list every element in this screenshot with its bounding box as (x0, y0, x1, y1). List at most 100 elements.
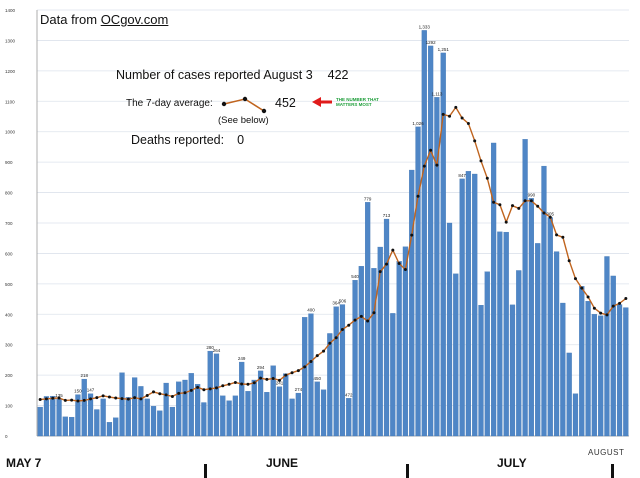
bar (472, 173, 478, 437)
bar (207, 350, 213, 437)
bar-value-label: 147 (87, 388, 95, 393)
y-tick-label: 100 (5, 404, 13, 409)
deaths-value: 0 (237, 133, 245, 147)
bar-value-label: 540 (351, 274, 359, 279)
bar (69, 416, 75, 437)
bar (616, 304, 623, 437)
avg-point (189, 388, 193, 392)
bar-value-label: 294 (257, 365, 265, 370)
bar (553, 251, 560, 437)
note-line-1: THE NUMBER THAT (336, 97, 379, 102)
bar (497, 231, 503, 437)
month-label-june: JUNE (266, 456, 299, 470)
avg-point (618, 301, 622, 305)
month-label-august: AUGUST (588, 448, 625, 457)
bar (106, 422, 113, 437)
bar (56, 399, 62, 437)
avg-point (529, 199, 533, 203)
y-tick-label: 200 (5, 373, 13, 378)
avg-point (510, 204, 514, 208)
avg-point (202, 388, 206, 392)
avg-point (101, 394, 105, 398)
bar (37, 406, 43, 437)
avg-point (44, 397, 48, 401)
bar (339, 304, 346, 437)
bar (610, 275, 616, 437)
y-tick-label: 300 (5, 343, 13, 348)
avg-point (221, 384, 225, 388)
bar-value-label: 135 (55, 393, 63, 398)
cases-value: 422 (327, 68, 349, 82)
bar (43, 396, 50, 437)
y-tick-label: 1300 (5, 38, 16, 43)
bar (119, 372, 125, 437)
bar (465, 171, 472, 437)
month-divider-august (611, 464, 614, 478)
bar-value-label: 249 (238, 356, 246, 361)
avg-point (126, 397, 130, 401)
bar-value-label: 506 (339, 299, 347, 304)
avg-point (403, 268, 407, 272)
avg-point (227, 382, 231, 386)
avg-point (492, 200, 496, 204)
avg-point (95, 396, 99, 400)
avg-point (170, 394, 174, 398)
bar (257, 370, 264, 437)
bar (390, 313, 396, 437)
bar (352, 280, 358, 437)
avg-point (410, 233, 414, 237)
avg-point (114, 396, 118, 400)
avg-point (296, 369, 300, 373)
avg-point (145, 394, 149, 398)
bar (125, 397, 131, 437)
bar-value-label: 218 (80, 373, 88, 378)
avg-point (555, 233, 559, 237)
bar (245, 391, 251, 437)
source-prefix: Data from (40, 12, 101, 27)
bar (428, 45, 434, 437)
avg-point (208, 387, 212, 391)
annotations (221, 96, 332, 114)
avg-point (82, 398, 86, 402)
avg-point (485, 176, 489, 180)
source-link[interactable]: OCgov.com (100, 12, 169, 27)
avg-point (233, 380, 237, 384)
bar (283, 373, 289, 437)
avg-point (284, 373, 288, 377)
bar (446, 222, 453, 437)
bar-value-label: 274 (295, 387, 303, 392)
avg-point (259, 376, 263, 380)
bar-value-label: 241 (276, 381, 284, 386)
avg-point (548, 215, 552, 219)
bar (62, 416, 68, 437)
avg-point (214, 386, 218, 390)
bar (295, 392, 301, 437)
bar (402, 246, 409, 437)
bar (415, 126, 421, 437)
bar-value-label: 847 (458, 173, 466, 178)
avg-point (592, 306, 596, 310)
bar-value-label: 364 (332, 301, 340, 306)
avg-point (586, 295, 590, 299)
avg-point (89, 397, 93, 401)
avg-point (479, 159, 483, 163)
avg-point (441, 112, 445, 116)
bar (132, 377, 138, 437)
avg-point (372, 311, 376, 315)
cases-label: Number of cases reported (116, 68, 261, 82)
avg-point (70, 398, 74, 402)
bar (409, 169, 415, 437)
y-tick-label: 800 (5, 191, 13, 196)
bar (169, 406, 176, 437)
avg-point (347, 323, 351, 327)
y-tick-label: 900 (5, 160, 13, 165)
avg-point (315, 354, 319, 358)
avg-point (196, 385, 200, 389)
avg-point (133, 396, 137, 400)
arrow-head-icon (312, 97, 321, 107)
avg-point (567, 259, 571, 263)
bar (528, 198, 534, 437)
bar-value-label: 1292 (426, 40, 437, 45)
bar (333, 306, 339, 437)
gridlines (37, 9, 629, 437)
